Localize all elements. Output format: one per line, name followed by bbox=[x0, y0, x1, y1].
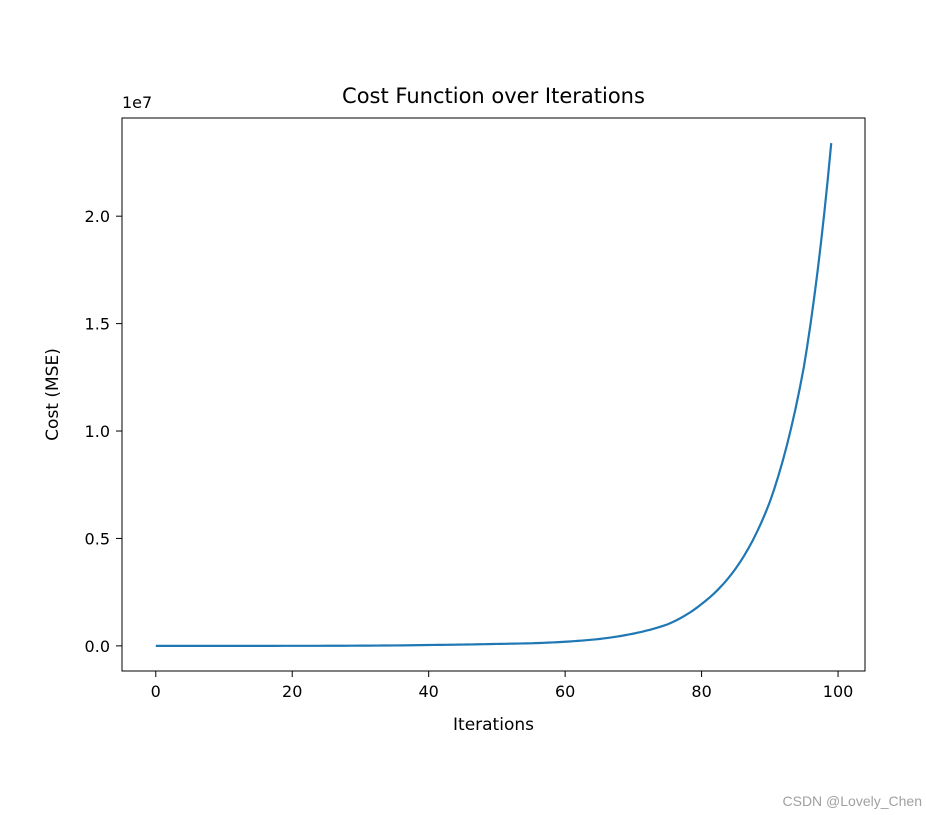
x-tick-label: 20 bbox=[282, 682, 302, 701]
y-offset-label: 1e7 bbox=[122, 93, 152, 112]
cost-series-line bbox=[155, 143, 833, 647]
x-axis-label: Iterations bbox=[453, 715, 534, 735]
y-tick-label: 0.0 bbox=[85, 637, 110, 656]
x-tick-label: 100 bbox=[823, 682, 854, 701]
x-tick-label: 0 bbox=[151, 682, 161, 701]
axis-ticks: 0 20 40 60 80 100 0.0 0.5 1.0 1.5 2.0 bbox=[85, 207, 854, 701]
y-tick-label: 0.5 bbox=[85, 529, 110, 548]
y-tick-label: 1.5 bbox=[85, 315, 110, 334]
y-axis-label: Cost (MSE) bbox=[43, 348, 63, 441]
y-tick-label: 2.0 bbox=[85, 207, 110, 226]
watermark: CSDN @Lovely_Chen bbox=[782, 793, 923, 809]
x-tick-label: 60 bbox=[555, 682, 575, 701]
plot-frame bbox=[121, 117, 866, 672]
y-tick-label: 1.0 bbox=[85, 422, 110, 441]
x-tick-label: 40 bbox=[419, 682, 439, 701]
chart-title: Cost Function over Iterations bbox=[342, 84, 645, 108]
x-tick-label: 80 bbox=[691, 682, 711, 701]
